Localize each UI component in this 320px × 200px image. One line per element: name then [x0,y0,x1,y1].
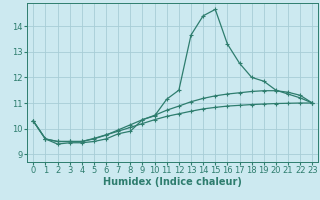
X-axis label: Humidex (Indice chaleur): Humidex (Indice chaleur) [103,177,242,187]
